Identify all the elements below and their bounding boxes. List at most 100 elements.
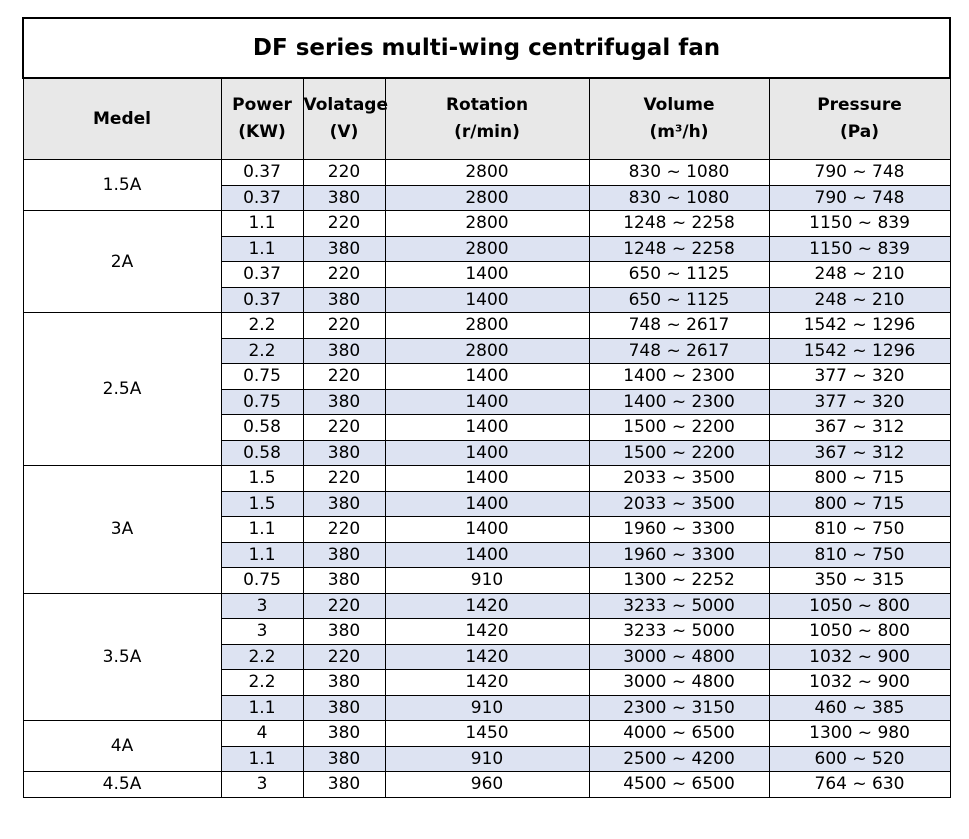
header-voltage-unit: (V) bbox=[329, 122, 359, 142]
volume-cell: 2033 ~ 3500 bbox=[588, 490, 770, 517]
rotation-cell: 910 bbox=[384, 567, 590, 594]
rotation-cell: 1420 bbox=[384, 592, 590, 619]
voltage-cell: 380 bbox=[302, 541, 386, 568]
table-row: 3A 1.5 220 1400 2033 ~ 3500 800 ~ 715 bbox=[22, 465, 951, 594]
voltage-cell: 220 bbox=[302, 592, 386, 619]
table-row: 3.5A 3 220 1420 3233 ~ 5000 1050 ~ 800 bbox=[22, 592, 951, 721]
model-cell: 2.5A bbox=[22, 312, 222, 466]
volume-cell: 650 ~ 1125 bbox=[588, 261, 770, 288]
volume-cell: 1960 ~ 3300 bbox=[588, 516, 770, 543]
table-row: 0.37 220 1400 650 ~ 1125 248 ~ 210 bbox=[23, 261, 951, 288]
voltage-cell: 220 bbox=[302, 210, 386, 237]
header-rotation-unit: (r/min) bbox=[454, 122, 520, 142]
rotation-cell: 1400 bbox=[384, 286, 590, 313]
voltage-cell: 380 bbox=[302, 669, 386, 696]
table-row: 0.75 380 1400 1400 ~ 2300 377 ~ 320 bbox=[23, 388, 951, 415]
power-cell: 1.1 bbox=[220, 745, 304, 772]
rotation-cell: 1400 bbox=[384, 261, 590, 288]
power-cell: 1.1 bbox=[220, 694, 304, 721]
pressure-cell: 460 ~ 385 bbox=[768, 694, 951, 721]
table-row: 2A 1.1 220 2800 1248 ~ 2258 1150 ~ 839 bbox=[22, 210, 951, 313]
volume-cell: 1300 ~ 2252 bbox=[588, 567, 770, 594]
table-row: 1.5A 0.37 220 2800 830 ~ 1080 790 ~ 748 bbox=[22, 159, 951, 211]
header-model: Medel bbox=[22, 77, 222, 160]
table-row: 0.58 220 1400 1500 ~ 2200 367 ~ 312 bbox=[23, 414, 951, 441]
table-row: 2.2 220 1420 3000 ~ 4800 1032 ~ 900 bbox=[23, 643, 951, 670]
power-cell: 1.5 bbox=[220, 490, 304, 517]
header-power-unit: (KW) bbox=[238, 122, 286, 142]
rotation-cell: 2800 bbox=[384, 159, 590, 186]
header-rotation: Rotation (r/min) bbox=[384, 77, 590, 160]
rotation-cell: 2800 bbox=[384, 184, 590, 211]
rotation-cell: 1400 bbox=[384, 388, 590, 415]
pressure-cell: 377 ~ 320 bbox=[768, 388, 951, 415]
table-row: 1.1 380 910 2300 ~ 3150 460 ~ 385 bbox=[23, 694, 951, 721]
fan-spec-table: DF series multi-wing centrifugal fan Med… bbox=[21, 17, 952, 798]
table-row: 4A 4 380 1450 4000 ~ 6500 1300 ~ 980 bbox=[22, 720, 951, 772]
model-cell: 4.5A bbox=[22, 771, 222, 798]
volume-cell: 1400 ~ 2300 bbox=[588, 388, 770, 415]
header-pressure-label: Pressure bbox=[817, 95, 902, 115]
table-title: DF series multi-wing centrifugal fan bbox=[21, 17, 952, 79]
power-cell: 3 bbox=[220, 592, 304, 619]
rotation-cell: 2800 bbox=[384, 235, 590, 262]
pressure-cell: 810 ~ 750 bbox=[768, 516, 951, 543]
table-row: 1.5 380 1400 2033 ~ 3500 800 ~ 715 bbox=[23, 490, 951, 517]
power-cell: 0.75 bbox=[220, 363, 304, 390]
pressure-cell: 367 ~ 312 bbox=[768, 439, 951, 466]
power-cell: 1.1 bbox=[220, 235, 304, 262]
pressure-cell: 1150 ~ 839 bbox=[768, 235, 951, 262]
header-voltage-label: Volatage bbox=[303, 95, 389, 115]
volume-cell: 1400 ~ 2300 bbox=[588, 363, 770, 390]
header-rotation-label: Rotation bbox=[445, 95, 529, 115]
pressure-cell: 350 ~ 315 bbox=[768, 567, 951, 594]
power-cell: 1.1 bbox=[220, 541, 304, 568]
pressure-cell: 1300 ~ 980 bbox=[768, 720, 951, 747]
power-cell: 1.1 bbox=[220, 210, 304, 237]
voltage-cell: 380 bbox=[302, 720, 386, 747]
voltage-cell: 220 bbox=[302, 516, 386, 543]
header-volume: Volume (m³/h) bbox=[588, 77, 770, 160]
power-cell: 0.37 bbox=[220, 184, 304, 211]
model-cell: 3.5A bbox=[22, 592, 222, 721]
pressure-cell: 1050 ~ 800 bbox=[768, 618, 951, 645]
table-row: 4.5A 3 380 960 4500 ~ 6500 764 ~ 630 bbox=[22, 771, 951, 798]
power-cell: 0.75 bbox=[220, 567, 304, 594]
voltage-cell: 220 bbox=[302, 414, 386, 441]
table-row: 1.1 380 2800 1248 ~ 2258 1150 ~ 839 bbox=[23, 235, 951, 262]
header-pressure-unit: (Pa) bbox=[840, 122, 880, 142]
voltage-cell: 380 bbox=[302, 337, 386, 364]
table-row: 0.37 380 1400 650 ~ 1125 248 ~ 210 bbox=[23, 286, 951, 313]
volume-cell: 830 ~ 1080 bbox=[588, 159, 770, 186]
header-row: Medel Power (KW) Volatage (V) Rotation (… bbox=[22, 77, 951, 160]
pressure-cell: 1050 ~ 800 bbox=[768, 592, 951, 619]
voltage-cell: 220 bbox=[302, 312, 386, 339]
volume-cell: 748 ~ 2617 bbox=[588, 337, 770, 364]
pressure-cell: 1150 ~ 839 bbox=[768, 210, 951, 237]
rotation-cell: 1450 bbox=[384, 720, 590, 747]
voltage-cell: 220 bbox=[302, 159, 386, 186]
volume-cell: 1500 ~ 2200 bbox=[588, 414, 770, 441]
pressure-cell: 248 ~ 210 bbox=[768, 261, 951, 288]
rotation-cell: 1400 bbox=[384, 541, 590, 568]
header-power: Power (KW) bbox=[220, 77, 304, 160]
header-voltage: Volatage (V) bbox=[302, 77, 389, 160]
rotation-cell: 1420 bbox=[384, 618, 590, 645]
power-cell: 3 bbox=[220, 618, 304, 645]
title-row: DF series multi-wing centrifugal fan bbox=[21, 17, 952, 79]
rotation-cell: 1420 bbox=[384, 669, 590, 696]
pressure-cell: 1032 ~ 900 bbox=[768, 669, 951, 696]
power-cell: 0.37 bbox=[220, 286, 304, 313]
header-volume-label: Volume bbox=[643, 95, 715, 115]
pressure-cell: 1032 ~ 900 bbox=[768, 643, 951, 670]
table-row: 0.75 380 910 1300 ~ 2252 350 ~ 315 bbox=[23, 567, 951, 594]
rotation-cell: 2800 bbox=[384, 312, 590, 339]
volume-cell: 1248 ~ 2258 bbox=[588, 235, 770, 262]
power-cell: 2.2 bbox=[220, 337, 304, 364]
power-cell: 2.2 bbox=[220, 669, 304, 696]
spec-table-container: DF series multi-wing centrifugal fan Med… bbox=[21, 17, 952, 798]
voltage-cell: 220 bbox=[302, 643, 386, 670]
power-cell: 0.37 bbox=[220, 159, 304, 186]
rotation-cell: 910 bbox=[384, 745, 590, 772]
table-row: 0.75 220 1400 1400 ~ 2300 377 ~ 320 bbox=[23, 363, 951, 390]
